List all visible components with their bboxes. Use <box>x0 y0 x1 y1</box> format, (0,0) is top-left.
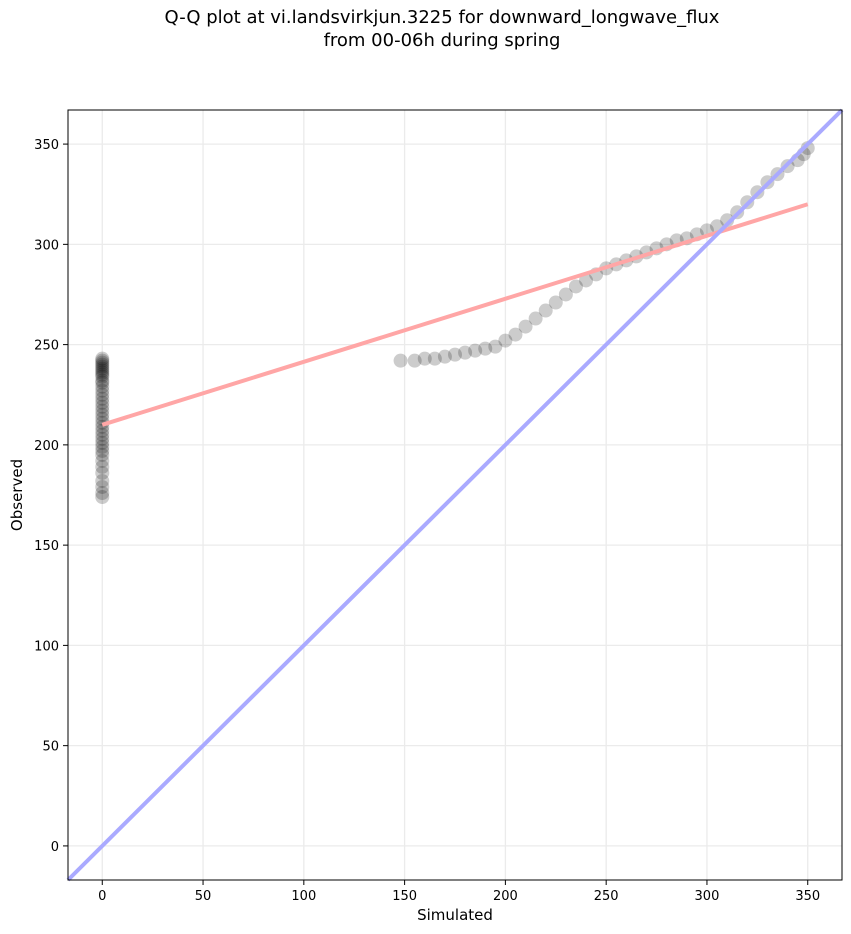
y-tick-label: 100 <box>34 639 59 654</box>
chart-title-line-2: from 00-06h during spring <box>323 30 561 51</box>
data-point <box>95 443 110 458</box>
data-point <box>458 345 473 360</box>
y-tick-label: 50 <box>42 740 59 755</box>
data-point <box>95 365 110 380</box>
data-point <box>568 279 583 294</box>
data-point <box>518 319 533 334</box>
data-point <box>407 353 422 368</box>
data-point <box>579 273 594 288</box>
grid <box>68 110 842 880</box>
data-point <box>95 399 110 414</box>
data-point <box>95 379 110 394</box>
data-point <box>478 341 493 356</box>
x-tick-label: 350 <box>795 889 820 904</box>
data-point <box>95 485 110 500</box>
data-point <box>95 427 110 442</box>
data-point <box>95 490 110 505</box>
x-axis-label: Simulated <box>417 906 493 924</box>
data-point <box>95 373 110 388</box>
data-point <box>488 339 503 354</box>
data-point <box>528 311 543 326</box>
chart-title-line-1: Q-Q plot at vi.landsvirkjun.3225 for dow… <box>164 7 720 28</box>
data-point <box>95 361 110 376</box>
y-tick-label: 200 <box>34 439 59 454</box>
data-point <box>95 353 110 368</box>
identity-line <box>66 108 844 882</box>
x-tick-label: 50 <box>195 889 212 904</box>
data-point <box>427 351 442 366</box>
data-point <box>95 383 110 398</box>
data-point <box>720 213 735 228</box>
y-tick-label: 350 <box>34 138 59 153</box>
data-point <box>95 459 110 474</box>
data-point <box>95 439 110 454</box>
x-tick-label: 300 <box>695 889 720 904</box>
data-point <box>468 343 483 358</box>
data-point <box>95 465 110 480</box>
data-point <box>95 355 110 370</box>
data-point <box>95 479 110 494</box>
y-tick-label: 0 <box>51 840 59 855</box>
data-point <box>95 391 110 406</box>
data-point <box>95 375 110 390</box>
data-point <box>95 363 110 378</box>
data-point <box>393 353 408 368</box>
data-point <box>95 359 110 374</box>
data-point <box>95 351 110 366</box>
data-point <box>95 423 110 438</box>
data-point <box>95 473 110 488</box>
data-point <box>498 333 513 348</box>
data-point <box>95 431 110 446</box>
x-tick-label: 250 <box>594 889 619 904</box>
data-point <box>538 303 553 318</box>
x-tick-label: 150 <box>392 889 417 904</box>
y-tick-label: 250 <box>34 339 59 354</box>
y-tick-label: 150 <box>34 539 59 554</box>
data-point <box>417 351 432 366</box>
data-point <box>95 367 110 382</box>
y-axis-label: Observed <box>8 459 26 531</box>
data-point <box>558 287 573 302</box>
data-point <box>448 347 462 362</box>
data-point <box>95 435 110 450</box>
plot-frame <box>67 109 843 881</box>
chart-title: Q-Q plot at vi.landsvirkjun.3225 for dow… <box>0 6 851 52</box>
data-point <box>437 349 452 364</box>
data-point <box>95 369 110 384</box>
x-tick-label: 100 <box>291 889 316 904</box>
data-point <box>548 295 563 310</box>
data-point <box>95 447 110 462</box>
x-tick-label: 0 <box>98 889 106 904</box>
x-tick-label: 200 <box>493 889 518 904</box>
data-point <box>95 453 110 468</box>
data-point <box>508 327 523 342</box>
y-tick-label: 300 <box>34 238 59 253</box>
reference-lines <box>66 108 844 882</box>
data-point <box>95 357 110 372</box>
data-point <box>95 403 110 418</box>
data-point <box>95 387 110 402</box>
data-point <box>95 407 110 422</box>
axis-ticks: 0 50 100 150 200 250 300 350 0 50 100 150 200 250 300 3… <box>34 138 820 904</box>
fit-line <box>101 202 809 427</box>
data-point <box>800 141 815 156</box>
data-point <box>95 395 110 410</box>
